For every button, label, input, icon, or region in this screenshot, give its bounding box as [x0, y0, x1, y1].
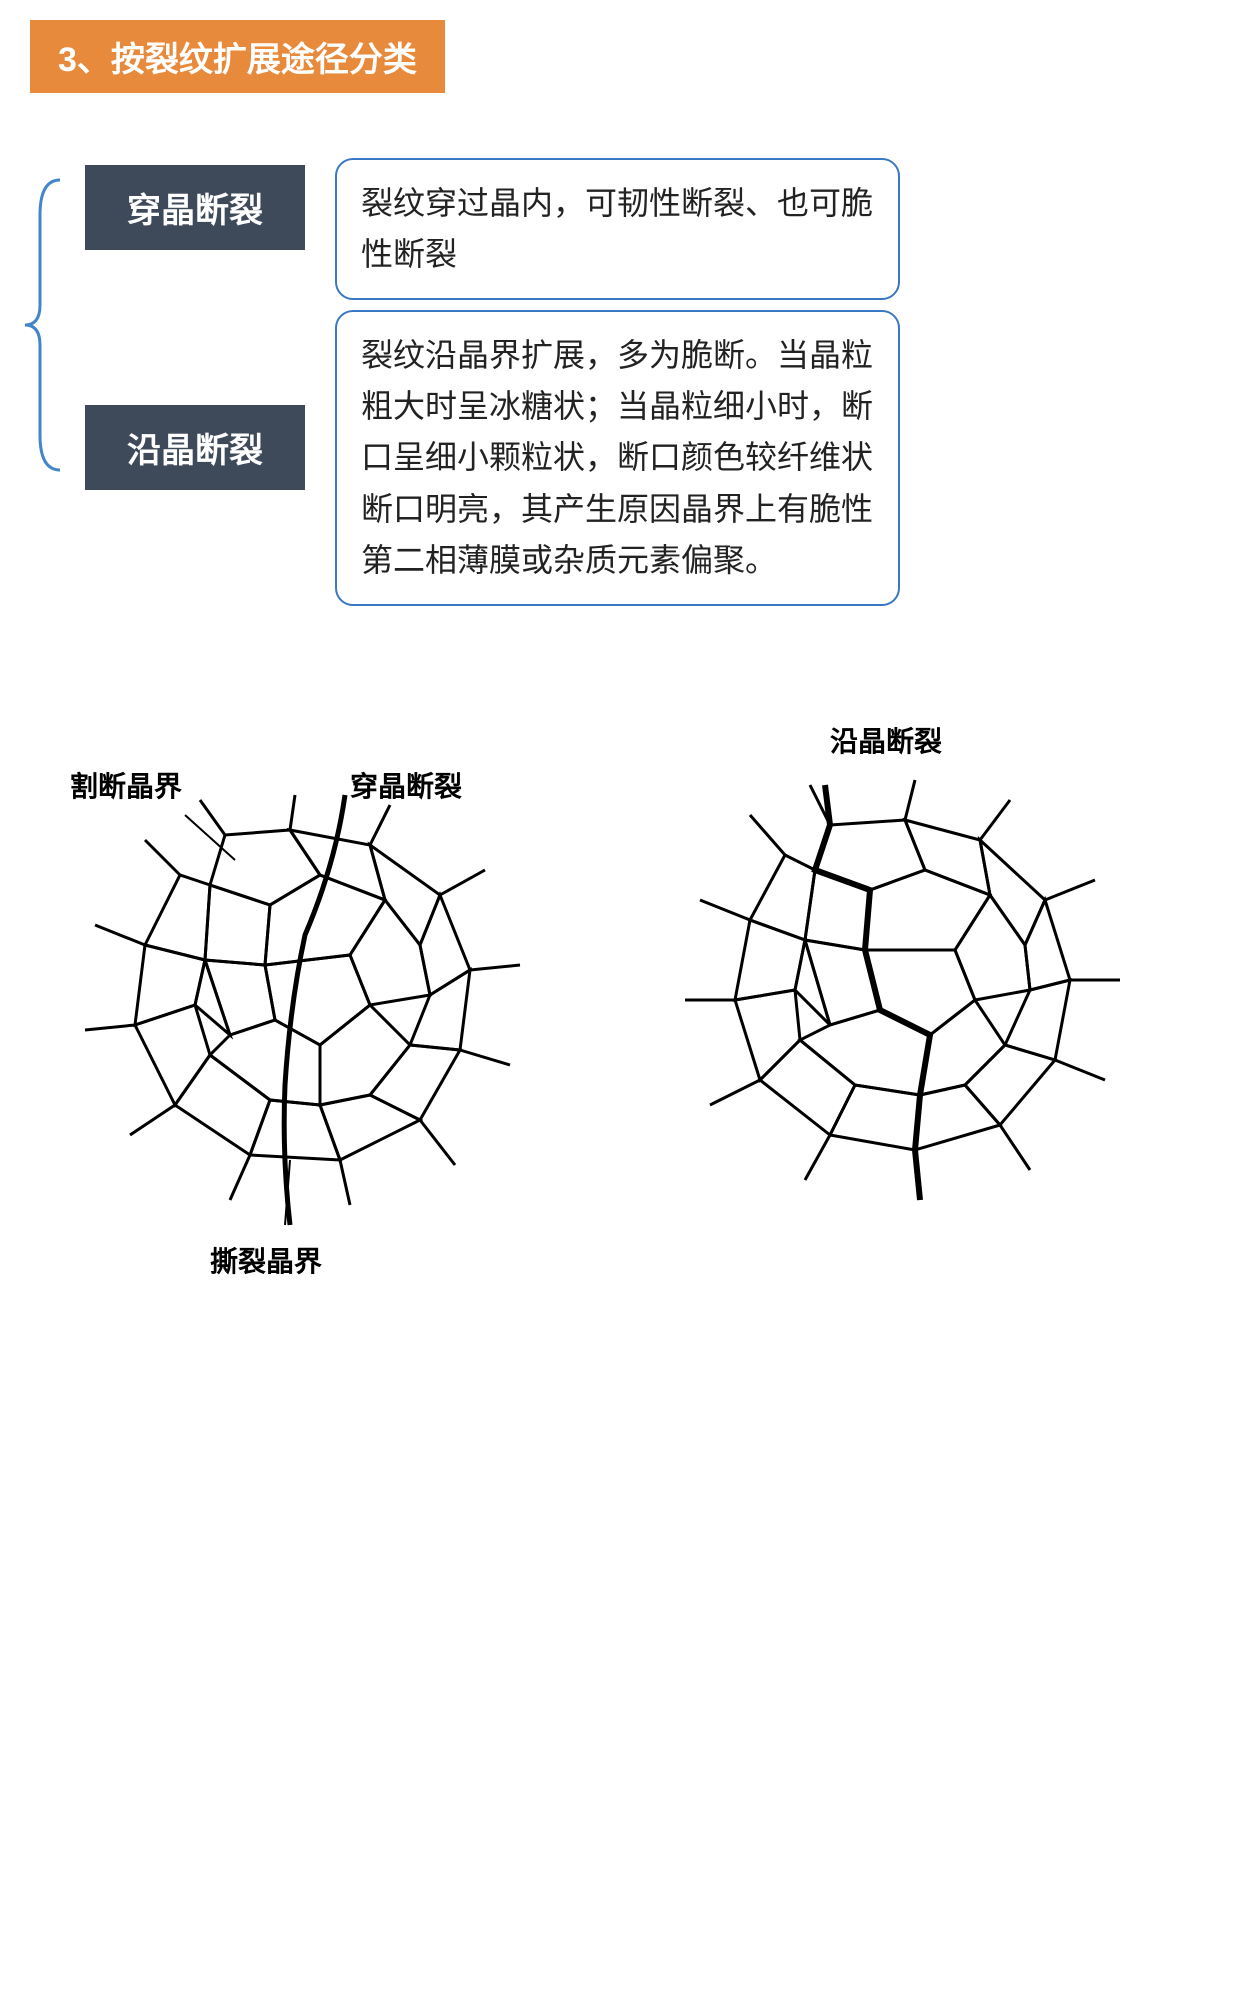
section-title: 3、按裂纹扩展途径分类 [30, 20, 445, 93]
label-transgranular-fracture: 穿晶断裂 [350, 765, 462, 805]
grain-diagrams: 割断晶界 穿晶断裂 撕裂晶界 沿晶断裂 [40, 720, 1210, 1280]
label-transgranular: 穿晶断裂 [85, 165, 305, 250]
grain-structure-svg [40, 720, 1210, 1280]
desc-transgranular: 裂纹穿过晶内，可韧性断裂、也可脆性断裂 [335, 158, 900, 300]
label-cut-boundary: 割断晶界 [70, 765, 182, 805]
bracket-connector [20, 175, 70, 475]
label-tear-boundary: 撕裂晶界 [210, 1240, 322, 1280]
label-intergranular-fracture: 沿晶断裂 [830, 720, 942, 760]
desc-intergranular: 裂纹沿晶界扩展，多为脆断。当晶粒粗大时呈冰糖状；当晶粒细小时，断口呈细小颗粒状，… [335, 310, 900, 606]
label-intergranular: 沿晶断裂 [85, 405, 305, 490]
